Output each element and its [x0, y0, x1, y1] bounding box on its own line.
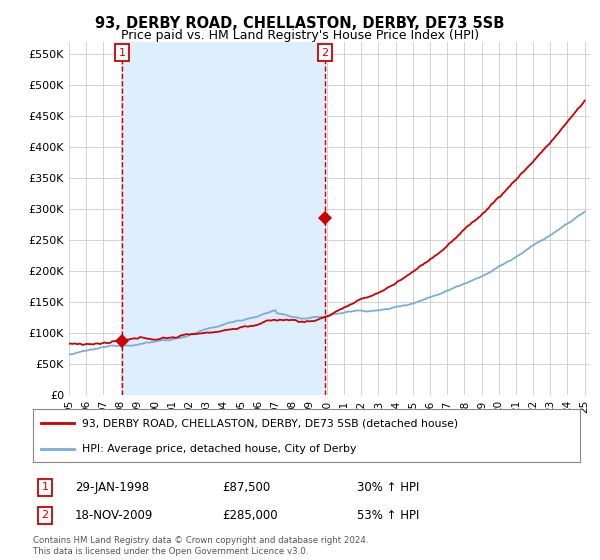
Text: Price paid vs. HM Land Registry's House Price Index (HPI): Price paid vs. HM Land Registry's House …: [121, 29, 479, 42]
Text: 93, DERBY ROAD, CHELLASTON, DERBY, DE73 5SB: 93, DERBY ROAD, CHELLASTON, DERBY, DE73 …: [95, 16, 505, 31]
Text: 18-NOV-2009: 18-NOV-2009: [75, 508, 154, 522]
Text: £285,000: £285,000: [222, 508, 278, 522]
Text: HPI: Average price, detached house, City of Derby: HPI: Average price, detached house, City…: [82, 444, 356, 454]
Bar: [122, 42, 325, 395]
Text: 1: 1: [118, 48, 125, 58]
Text: 2: 2: [321, 48, 328, 58]
Text: 1: 1: [41, 482, 49, 492]
Text: 93, DERBY ROAD, CHELLASTON, DERBY, DE73 5SB (detached house): 93, DERBY ROAD, CHELLASTON, DERBY, DE73 …: [82, 418, 458, 428]
Text: 30% ↑ HPI: 30% ↑ HPI: [357, 480, 419, 494]
Text: 2: 2: [41, 510, 49, 520]
Text: £87,500: £87,500: [222, 480, 270, 494]
Text: 29-JAN-1998: 29-JAN-1998: [75, 480, 149, 494]
Text: 53% ↑ HPI: 53% ↑ HPI: [357, 508, 419, 522]
Text: Contains HM Land Registry data © Crown copyright and database right 2024.
This d: Contains HM Land Registry data © Crown c…: [33, 536, 368, 556]
